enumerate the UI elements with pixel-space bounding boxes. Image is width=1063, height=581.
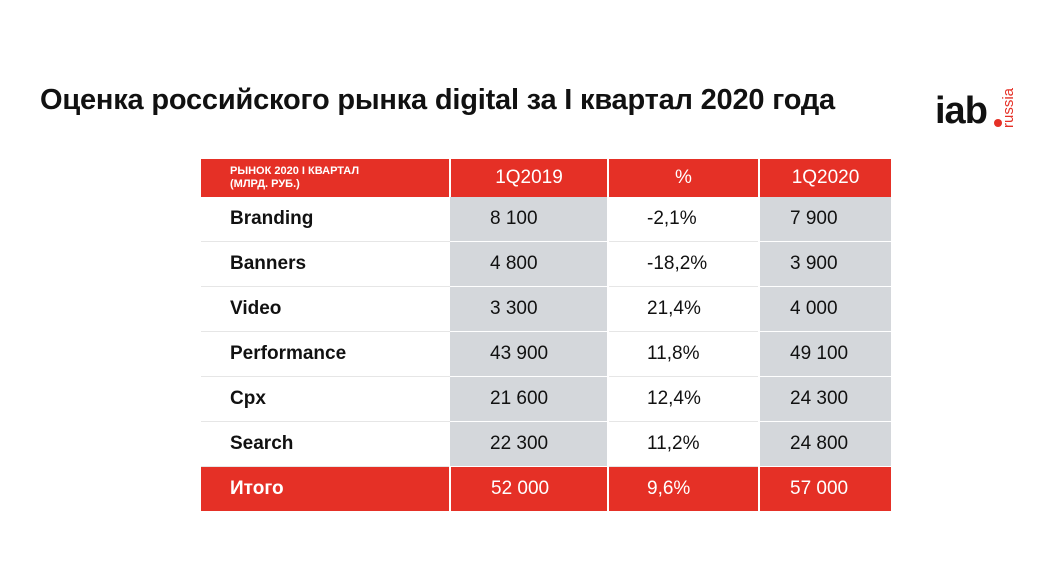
table-row: Search 22 300 11,2% 24 800 [201,421,891,467]
total-1q2019: 52 000 [450,466,609,511]
table-row: Banners 4 800 -18,2% 3 900 [201,241,891,287]
logo-sub-text: russia [1000,87,1017,128]
total-1q2020: 57 000 [759,466,891,511]
row-1q2020: 7 900 [759,197,891,242]
row-1q2020: 4 000 [759,286,891,332]
row-percent: 11,2% [608,421,760,467]
row-1q2019: 8 100 [450,197,609,242]
row-1q2020: 24 800 [759,421,891,467]
row-name: Video [201,286,450,332]
row-percent: 21,4% [608,286,760,332]
row-name: Search [201,421,450,467]
row-name: Branding [201,197,450,242]
table-header-row: РЫНОК 2020 I КВАРТАЛ (МЛРД. РУБ.) 1Q2019… [201,159,891,197]
row-1q2019: 22 300 [450,421,609,467]
row-1q2020: 24 300 [759,376,891,422]
row-name: Cpx [201,376,450,422]
row-1q2019: 43 900 [450,331,609,377]
table-row: Branding 8 100 -2,1% 7 900 [201,197,891,242]
header-label-line1: РЫНОК 2020 I КВАРТАЛ [230,165,360,177]
row-percent: -2,1% [608,197,760,242]
logo-sub-wrap: russia [1000,88,1041,143]
row-name: Banners [201,241,450,287]
logo-dot [994,119,1002,127]
row-1q2020: 49 100 [759,331,891,377]
row-percent: 12,4% [608,376,760,422]
total-percent: 9,6% [608,466,760,511]
total-name: Итого [201,466,451,511]
row-1q2019: 3 300 [450,286,609,332]
iab-russia-logo: iab russia [935,70,1017,134]
table-row: Cpx 21 600 12,4% 24 300 [201,376,891,422]
table-row: Performance 43 900 11,8% 49 100 [201,331,891,377]
row-1q2019: 4 800 [450,241,609,287]
row-1q2019: 21 600 [450,376,609,422]
market-table: РЫНОК 2020 I КВАРТАЛ (МЛРД. РУБ.) 1Q2019… [201,159,891,511]
header-1q2019: 1Q2019 [450,159,609,197]
row-percent: -18,2% [608,241,760,287]
table-row: Video 3 300 21,4% 4 000 [201,286,891,332]
row-1q2020: 3 900 [759,241,891,287]
header-percent: % [608,159,760,197]
table-total-row: Итого 52 000 9,6% 57 000 [201,466,891,511]
header-1q2020: 1Q2020 [759,159,891,197]
logo-main-text: iab [935,90,988,132]
header-label: РЫНОК 2020 I КВАРТАЛ (МЛРД. РУБ.) [201,159,451,197]
header-label-line2: (МЛРД. РУБ.) [230,178,300,190]
row-name: Performance [201,331,450,377]
page-title: Оценка российского рынка digital за I кв… [40,84,835,116]
row-percent: 11,8% [608,331,760,377]
